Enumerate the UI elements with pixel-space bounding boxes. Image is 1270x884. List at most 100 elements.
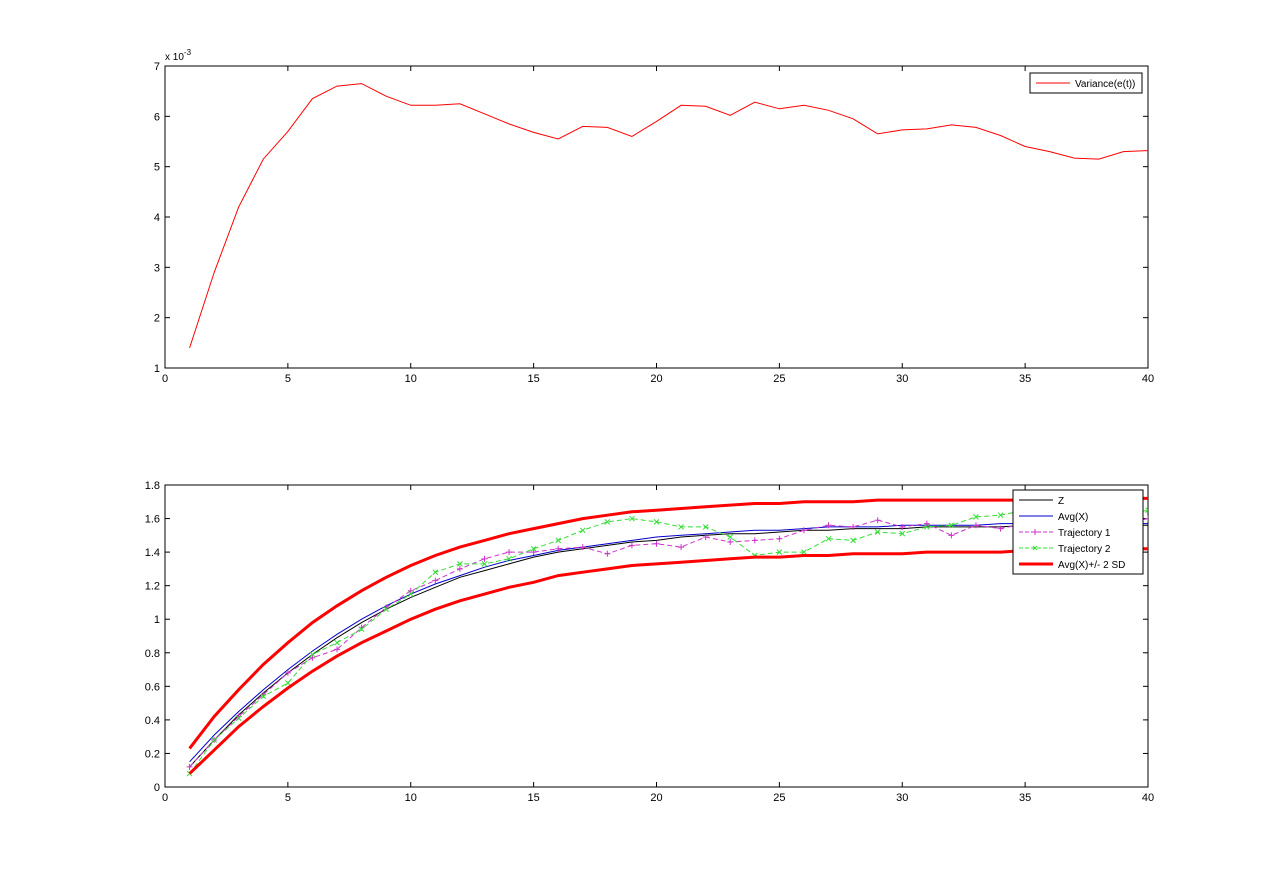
bottom-y-tick-label: 0.6 xyxy=(145,681,160,693)
bottom-series-2-point xyxy=(555,545,562,552)
bottom-series-2-point xyxy=(874,517,881,524)
bottom-series-3-point xyxy=(260,693,267,700)
bottom-y-tick-label: 1.8 xyxy=(145,480,160,492)
bottom-plot-area xyxy=(164,484,1149,788)
bottom-series-3-point xyxy=(211,737,218,743)
bottom-series-3-point xyxy=(530,545,537,552)
top-plot-area xyxy=(164,65,1149,369)
bottom-series-2-point xyxy=(530,549,537,556)
top-x-tick-label: 15 xyxy=(528,373,540,385)
bottom-series-2-point xyxy=(284,669,291,676)
bottom-series-2-point xyxy=(776,535,783,542)
bottom-series-3-point xyxy=(579,527,586,534)
bottom-x-tick-label: 15 xyxy=(528,792,540,804)
bottom-series-3-point xyxy=(801,549,807,555)
bottom-series-3-point xyxy=(948,522,955,529)
bottom-series-3-point xyxy=(235,715,242,722)
bottom-series-2-point xyxy=(678,544,685,551)
bottom-x-tick-label: 30 xyxy=(896,792,908,804)
top-legend-label-variance: Variance(e(t)) xyxy=(1075,79,1135,90)
bottom-series-2-point xyxy=(1145,515,1148,522)
top-legend-box xyxy=(1029,72,1143,94)
bottom-x-tick-label: 40 xyxy=(1142,792,1154,804)
bottom-series-3-point xyxy=(334,639,340,646)
bottom-series-2-point xyxy=(972,522,979,529)
bottom-y-tick-label: 0.4 xyxy=(145,715,160,727)
bottom-series-2-point xyxy=(653,540,660,547)
bottom-series-line-1 xyxy=(189,523,1148,763)
bottom-y-tick-label: 1.4 xyxy=(145,547,160,559)
bottom-series-3-point xyxy=(825,535,832,542)
top-y-tick-label: 3 xyxy=(154,262,160,274)
bottom-series-3-point xyxy=(997,512,1004,519)
bottom-series-3-point xyxy=(457,561,463,567)
bottom-x-tick-label: 35 xyxy=(1019,792,1031,804)
bottom-series-3-point xyxy=(383,606,390,613)
top-x-tick-label: 30 xyxy=(896,373,908,385)
bottom-series-3-point xyxy=(506,555,512,562)
bottom-series-2-point xyxy=(334,646,341,653)
bottom-axis-ticks: 0 5 10 15 20 25 30 35 40 0 0.2 0.4 0.6 0.8 1 1.2 1.4 1.6 1… xyxy=(145,480,1154,804)
top-y-multiplier-exponent: -3 xyxy=(184,48,192,57)
top-legend: Variance(e(t)) xyxy=(1029,72,1143,94)
bottom-series-3-point xyxy=(604,519,611,525)
top-x-tick-label: 0 xyxy=(162,373,168,385)
bottom-series-3-point xyxy=(874,529,881,535)
bottom-y-tick-label: 1.2 xyxy=(145,581,160,593)
bottom-series-2-point xyxy=(628,542,635,549)
bottom-series-3-point xyxy=(285,680,291,686)
bottom-series-2-point xyxy=(899,523,906,530)
bottom-series-3-point xyxy=(899,530,906,537)
bottom-series-3-point xyxy=(850,537,856,544)
bottom-series-2-point xyxy=(456,565,463,572)
bottom-series-2-point xyxy=(579,544,586,551)
bottom-series-3-point xyxy=(629,515,635,522)
bottom-series-3-point xyxy=(653,519,660,525)
bottom-series-2-point xyxy=(923,520,930,527)
bottom-chart: 0 5 10 15 20 25 30 35 40 0 0.2 0.4 0.6 0.8 1 1.2 1.4 1.6 1… xyxy=(145,480,1154,804)
legend-label-z: Z xyxy=(1058,496,1064,507)
bottom-y-tick-label: 1.6 xyxy=(145,514,160,526)
bottom-x-tick-label: 0 xyxy=(162,792,168,804)
top-y-tick-label: 4 xyxy=(154,212,160,224)
bottom-series-2-point xyxy=(850,523,857,530)
top-series-group xyxy=(189,83,1148,349)
top-y-tick-label: 6 xyxy=(154,111,160,123)
bottom-x-tick-label: 5 xyxy=(285,792,291,804)
bottom-series-3-point xyxy=(702,524,709,530)
top-axis-ticks: 0 5 10 15 20 25 30 35 40 1 2 3 4 5 6 7 xyxy=(154,61,1154,385)
top-y-tick-label: 1 xyxy=(154,363,160,375)
bottom-series-2-point xyxy=(702,534,709,541)
legend-label-trajectory-1: Trajectory 1 xyxy=(1058,528,1111,539)
bottom-series-2-point xyxy=(800,527,807,534)
legend-marker-trajectory-2 xyxy=(1032,545,1038,551)
bottom-series-2-point xyxy=(825,522,832,529)
bottom-y-tick-label: 0 xyxy=(154,782,160,794)
bottom-series-3-point xyxy=(481,561,488,567)
bottom-series-2-point xyxy=(604,550,611,557)
top-series-line-0 xyxy=(189,83,1148,349)
top-y-multiplier-base: x 10 xyxy=(165,52,184,63)
bottom-legend: Z Avg(X) Trajectory 1 Trajectory 2 Avg(X… xyxy=(1012,489,1144,575)
top-y-tick-label: 5 xyxy=(154,162,160,174)
top-y-tick-label: 2 xyxy=(154,313,160,325)
bottom-series-3-point xyxy=(776,549,783,555)
top-x-tick-label: 5 xyxy=(285,373,291,385)
legend-label-trajectory-2: Trajectory 2 xyxy=(1058,544,1111,555)
bottom-series-line-3 xyxy=(189,507,1148,774)
bottom-series-2-point xyxy=(997,525,1004,532)
legend-label-avg-sd: Avg(X)+/- 2 SD xyxy=(1058,560,1125,571)
bottom-series-3-point xyxy=(973,514,979,520)
bottom-series-3-point xyxy=(923,524,930,530)
bottom-series-3-point xyxy=(432,569,439,576)
bottom-series-3-point xyxy=(358,626,365,633)
bottom-x-tick-label: 10 xyxy=(405,792,417,804)
legend-label-avg-x: Avg(X) xyxy=(1058,512,1088,523)
bottom-series-line-2 xyxy=(189,518,1148,768)
top-x-tick-label: 35 xyxy=(1019,373,1031,385)
bottom-series-2-point xyxy=(506,549,513,556)
bottom-series-line-4 xyxy=(188,496,1148,750)
top-x-tick-label: 10 xyxy=(405,373,417,385)
bottom-series-2-point xyxy=(948,532,955,539)
